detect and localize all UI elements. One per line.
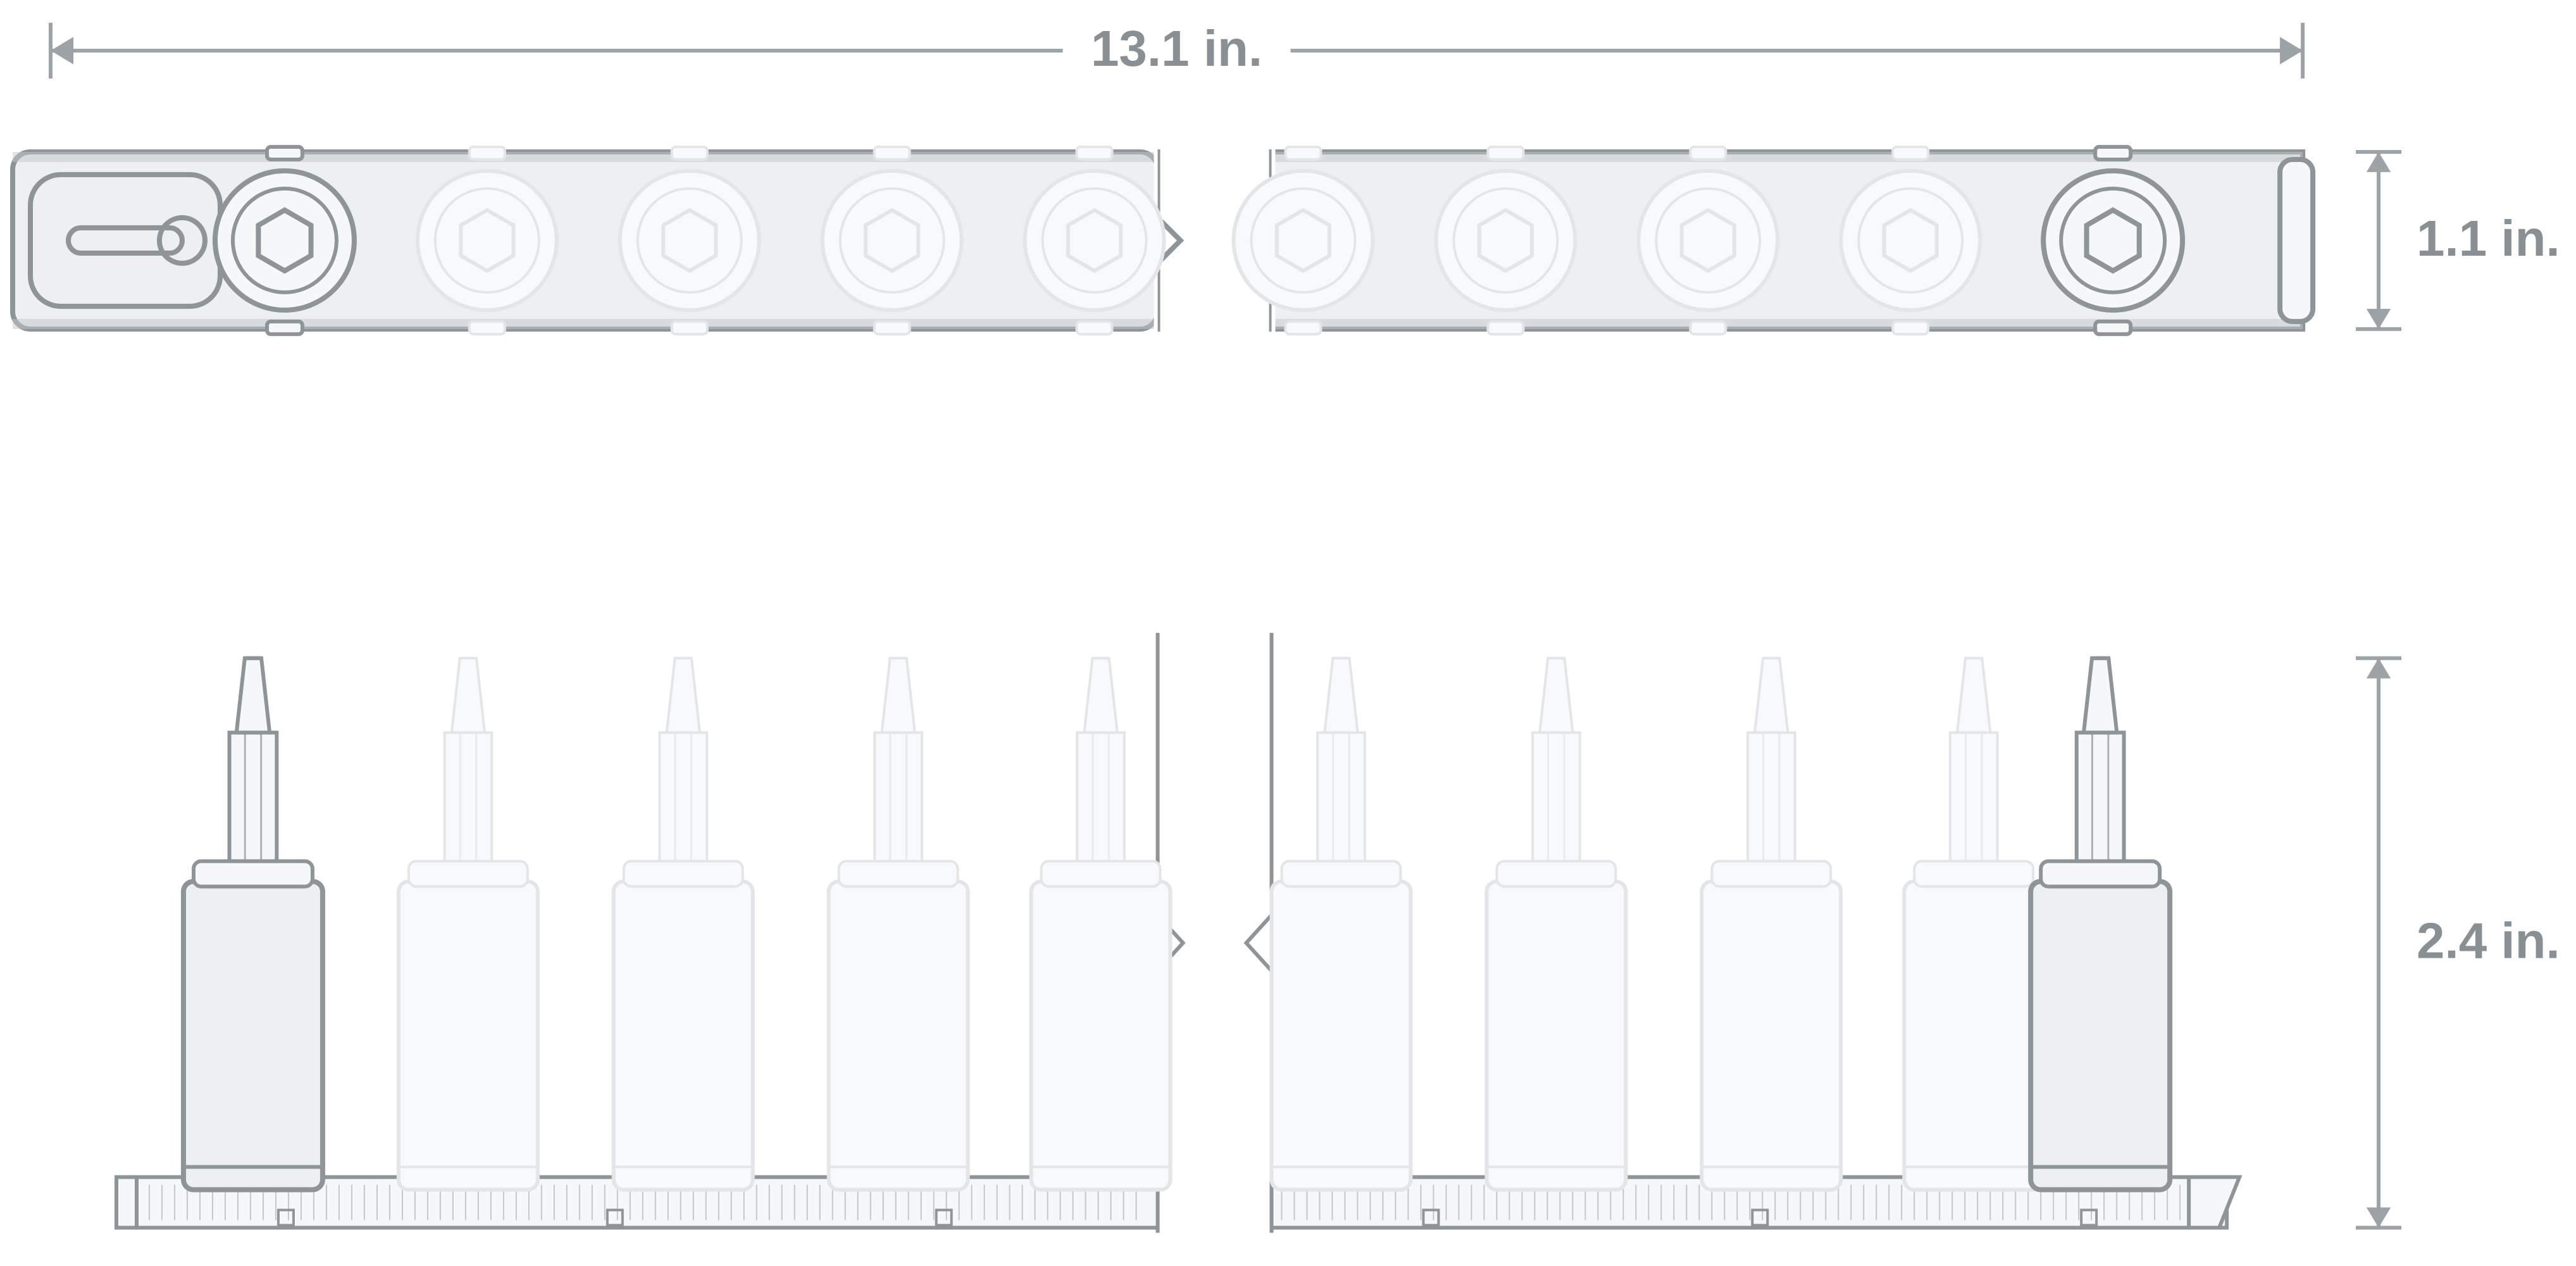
socket-rail-top-view: 1.1 in. bbox=[13, 147, 2560, 334]
bit-socket bbox=[2031, 658, 2170, 1190]
socket-height-label: 2.4 in. bbox=[2417, 913, 2560, 969]
bit-socket bbox=[1904, 658, 2043, 1190]
flat-tip-icon bbox=[1084, 658, 1117, 733]
width-label: 13.1 in. bbox=[1091, 20, 1262, 77]
bit-socket bbox=[1486, 658, 1626, 1190]
flat-tip-icon bbox=[881, 658, 914, 733]
flat-tip-icon bbox=[237, 658, 270, 733]
bit-socket bbox=[1272, 658, 1411, 1190]
bit-socket bbox=[399, 658, 538, 1190]
bit-socket bbox=[614, 658, 753, 1190]
rail-height-label: 1.1 in. bbox=[2417, 210, 2560, 266]
flat-tip-icon bbox=[452, 658, 485, 733]
dimension-drawing: 13.1 in. 1.1 in. 2.4 in. bbox=[0, 0, 2576, 1266]
sockets-side-view: 2.4 in. bbox=[116, 633, 2560, 1233]
flat-tip-icon bbox=[1540, 658, 1572, 733]
flat-tip-icon bbox=[1755, 658, 1788, 733]
width-dimension: 13.1 in. bbox=[51, 20, 2303, 78]
bit-socket bbox=[1031, 658, 1171, 1190]
flat-tip-icon bbox=[667, 658, 700, 733]
flat-tip-icon bbox=[2084, 658, 2117, 733]
bit-socket bbox=[1702, 658, 1841, 1190]
bit-socket bbox=[184, 658, 323, 1190]
bit-socket bbox=[829, 658, 968, 1190]
flat-tip-icon bbox=[1324, 658, 1357, 733]
flat-tip-icon bbox=[1957, 658, 1990, 733]
